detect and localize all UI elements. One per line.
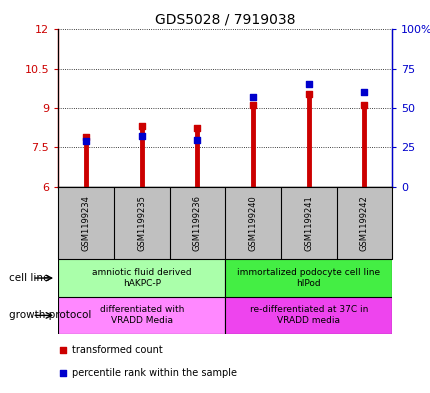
Text: GSM1199235: GSM1199235 (137, 195, 146, 251)
Point (360, 89, 367, 95)
Point (304, 81, 311, 88)
Text: amniotic fluid derived
hAKPC-P: amniotic fluid derived hAKPC-P (92, 268, 191, 288)
Text: re-differentiated at 37C in
VRADD media: re-differentiated at 37C in VRADD media (249, 305, 367, 325)
FancyBboxPatch shape (58, 187, 391, 259)
Point (83, 134, 89, 140)
FancyBboxPatch shape (225, 297, 391, 334)
FancyBboxPatch shape (225, 259, 391, 297)
Point (83, 138, 89, 144)
Text: differentiated with
VRADD Media: differentiated with VRADD Media (99, 305, 184, 325)
Text: GSM1199240: GSM1199240 (248, 195, 257, 251)
Point (194, 125, 200, 131)
Point (138, 123, 145, 130)
FancyBboxPatch shape (58, 297, 225, 334)
Text: percentile rank within the sample: percentile rank within the sample (71, 368, 236, 378)
FancyBboxPatch shape (58, 259, 225, 297)
Point (60, 347, 67, 353)
Point (360, 102, 367, 108)
Text: GSM1199241: GSM1199241 (304, 195, 313, 251)
Point (60, 370, 67, 376)
Point (249, 94, 256, 100)
Text: GSM1199234: GSM1199234 (81, 195, 90, 251)
Point (138, 133, 145, 140)
Point (249, 102, 256, 108)
Text: cell line: cell line (9, 273, 49, 283)
Text: GSM1199236: GSM1199236 (192, 195, 201, 251)
Title: GDS5028 / 7919038: GDS5028 / 7919038 (155, 13, 295, 27)
Text: growth protocol: growth protocol (9, 310, 91, 320)
Text: transformed count: transformed count (71, 345, 162, 355)
Text: GSM1199242: GSM1199242 (359, 195, 368, 251)
Text: immortalized podocyte cell line
hIPod: immortalized podocyte cell line hIPod (237, 268, 379, 288)
Point (304, 90, 311, 97)
Point (194, 136, 200, 143)
